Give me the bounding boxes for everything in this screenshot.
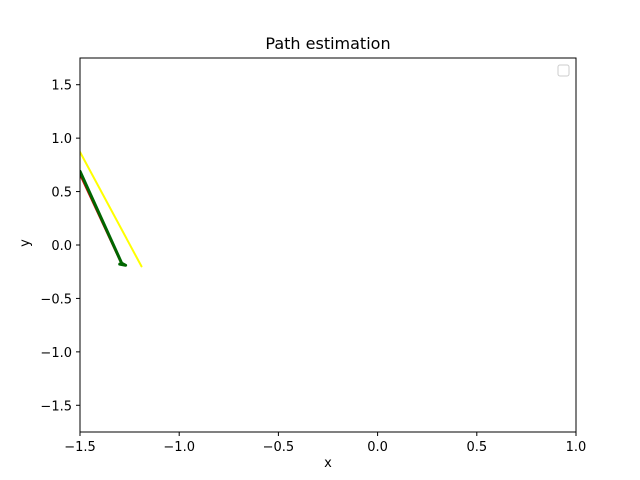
x-axis-label: x — [324, 456, 332, 471]
x-tick-label: 0.5 — [466, 440, 487, 455]
y-tick-label: −1.0 — [40, 346, 72, 361]
x-axis: −1.5 −1.0 −0.5 0.0 0.5 1.0 — [64, 432, 586, 455]
x-tick-label: −1.5 — [64, 440, 96, 455]
y-tick-label: −0.5 — [40, 292, 72, 307]
y-tick-label: 1.0 — [51, 132, 72, 147]
series-layer — [80, 151, 143, 268]
x-tick-label: −1.0 — [163, 440, 195, 455]
x-tick-label: 1.0 — [566, 440, 587, 455]
series-line-3 — [80, 169, 128, 267]
y-tick-label: 0.5 — [51, 186, 72, 201]
y-axis: −1.5 −1.0 −0.5 0.0 0.5 1.0 1.5 — [40, 79, 80, 414]
x-tick-label: 0.0 — [367, 440, 388, 455]
y-axis-label: y — [18, 239, 33, 247]
legend-box — [557, 64, 570, 77]
y-tick-label: −1.5 — [40, 399, 72, 414]
y-tick-label: 1.5 — [51, 79, 72, 94]
x-tick-label: −0.5 — [263, 440, 295, 455]
chart-title: Path estimation — [265, 34, 390, 53]
series-line-1 — [80, 151, 143, 268]
y-tick-label: 0.0 — [51, 239, 72, 254]
